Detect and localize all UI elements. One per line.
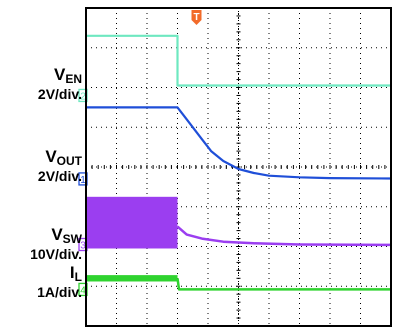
graticule bbox=[85, 7, 392, 327]
trace-ven bbox=[86, 34, 391, 87]
label-vout-name: V bbox=[45, 147, 57, 166]
label-il-sub: L bbox=[74, 270, 82, 284]
trace-vsw-switching-band bbox=[87, 196, 178, 249]
trace-vout bbox=[86, 106, 392, 180]
label-vout-scale: 2V/div. bbox=[37, 168, 82, 184]
label-vout-sub: OUT bbox=[56, 154, 82, 168]
trigger-marker-label: T bbox=[193, 12, 199, 23]
channel-markers: 2 1 3 4 T bbox=[78, 10, 202, 296]
label-il: IL 1A/div. bbox=[2, 264, 82, 299]
trace-il-switching-band bbox=[87, 275, 178, 282]
traces bbox=[86, 34, 392, 291]
label-vsw-name: V bbox=[51, 225, 63, 244]
label-vsw: VSW 10V/div. bbox=[2, 226, 82, 261]
label-il-scale: 1A/div. bbox=[37, 284, 82, 300]
label-vsw-scale: 10V/div. bbox=[30, 246, 82, 262]
trigger-marker: T bbox=[191, 10, 202, 25]
trace-vsw bbox=[176, 225, 392, 247]
label-vout: VOUT 2V/div. bbox=[2, 148, 82, 183]
label-ven-scale: 2V/div. bbox=[37, 86, 82, 102]
label-ven-sub: EN bbox=[65, 72, 82, 86]
label-ven: VEN 2V/div. bbox=[2, 66, 82, 101]
channel-2-marker-label: 2 bbox=[80, 91, 86, 102]
trace-il bbox=[176, 278, 391, 291]
label-il-name: I bbox=[69, 263, 75, 282]
label-ven-name: V bbox=[53, 65, 66, 84]
label-vsw-sub: SW bbox=[62, 232, 82, 246]
channel-4-marker-label: 4 bbox=[80, 285, 86, 296]
channel-1-marker-label: 1 bbox=[80, 175, 86, 186]
plot-frame bbox=[85, 7, 392, 327]
channel-3-marker-label: 3 bbox=[80, 241, 86, 252]
